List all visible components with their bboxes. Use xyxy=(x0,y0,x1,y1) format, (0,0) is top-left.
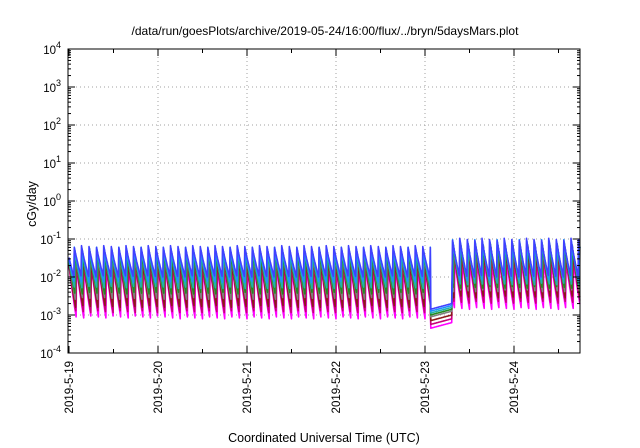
series-line xyxy=(68,237,581,311)
y-tick-label: 10-2 xyxy=(40,268,61,285)
x-tick-label: 2019-5-19 xyxy=(64,361,76,413)
y-tick-label: 10-1 xyxy=(40,230,61,247)
y-tick-label: 102 xyxy=(43,116,61,133)
x-tick-label: 2019-5-20 xyxy=(153,361,165,413)
x-tick-label: 2019-5-23 xyxy=(420,361,432,413)
x-tick-label: 2019-5-21 xyxy=(242,361,254,413)
y-tick-label: 100 xyxy=(43,192,61,209)
plot-frame xyxy=(67,48,581,354)
y-tick-label: 104 xyxy=(43,40,61,57)
y-tick-label: 10-4 xyxy=(40,344,61,361)
y-tick-label: 101 xyxy=(43,154,61,171)
x-tick-labels: 2019-5-19 2019-5-20 2019-5-21 2019-5-22 2019… xyxy=(64,360,521,413)
y-tick-labels: 10-4 10-3 10-2 10-1 100 101 102 103 104 xyxy=(40,40,61,361)
x-tick-label: 2019-5-22 xyxy=(331,361,343,413)
y-tick-label: 10-3 xyxy=(40,306,61,323)
series-lines xyxy=(68,237,581,330)
x-axis-label: Coordinated Universal Time (UTC) xyxy=(228,431,420,445)
x-tick-label: 2019-5-24 xyxy=(509,360,521,413)
y-axis-label: cGy/day xyxy=(25,180,39,227)
y-tick-label: 103 xyxy=(43,78,61,95)
grid-lines xyxy=(68,49,580,353)
chart-title: /data/run/goesPlots/archive/2019-05-24/1… xyxy=(132,24,520,38)
